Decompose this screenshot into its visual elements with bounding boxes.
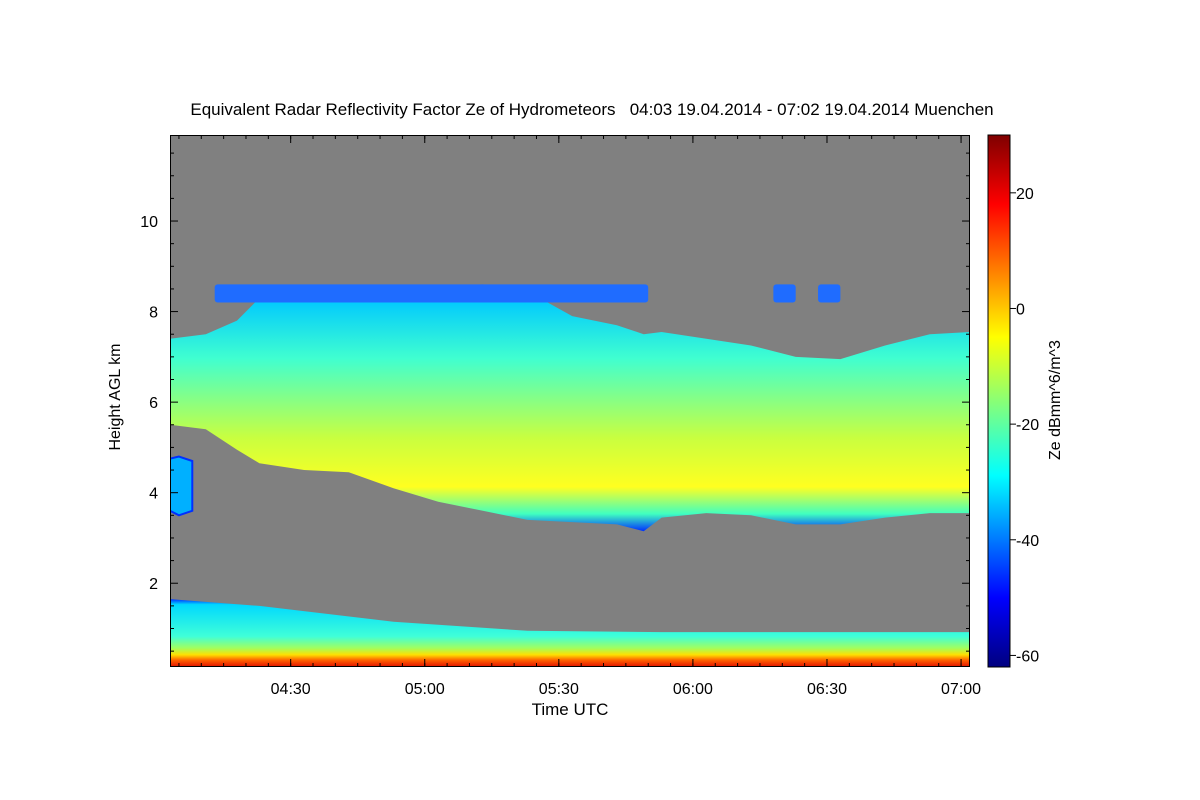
y-tick-label: 8 <box>149 305 158 322</box>
detached-cloud-echo <box>170 455 194 517</box>
x-axis-label: Time UTC <box>532 700 609 719</box>
x-tick-label: 05:00 <box>405 681 445 698</box>
upper-cloud-fragment <box>214 284 649 303</box>
y-tick-label: 6 <box>149 395 158 412</box>
colorbar-tick-label: 20 <box>1016 186 1034 203</box>
plot-frame <box>170 135 970 667</box>
x-tick-label: 07:00 <box>941 681 981 698</box>
x-tick-label: 05:30 <box>539 681 579 698</box>
colorbar-label: Ze dBmm^6/m^3 <box>1047 340 1064 460</box>
main-cloud-echo <box>170 284 970 532</box>
upper-cloud-fragment <box>818 284 841 303</box>
x-tick-label: 04:30 <box>271 681 311 698</box>
colorbar-tick-label: -20 <box>1016 417 1039 434</box>
colorbar-tick-label: -40 <box>1016 533 1039 550</box>
colorbar-tick-label: 0 <box>1016 301 1025 318</box>
x-tick-label: 06:00 <box>673 681 713 698</box>
y-tick-label: 4 <box>149 486 158 503</box>
y-axis-label: Height AGL km <box>107 343 124 450</box>
colorbar-tick-label: -60 <box>1016 648 1039 665</box>
x-tick-label: 06:30 <box>807 681 847 698</box>
chart-title: Equivalent Radar Reflectivity Factor Ze … <box>190 100 993 119</box>
y-tick-label: 2 <box>149 576 158 593</box>
y-tick-label: 10 <box>140 214 158 231</box>
boundary-layer-echo <box>170 599 970 667</box>
colorbar <box>987 134 1011 668</box>
upper-cloud-fragment <box>773 284 796 303</box>
